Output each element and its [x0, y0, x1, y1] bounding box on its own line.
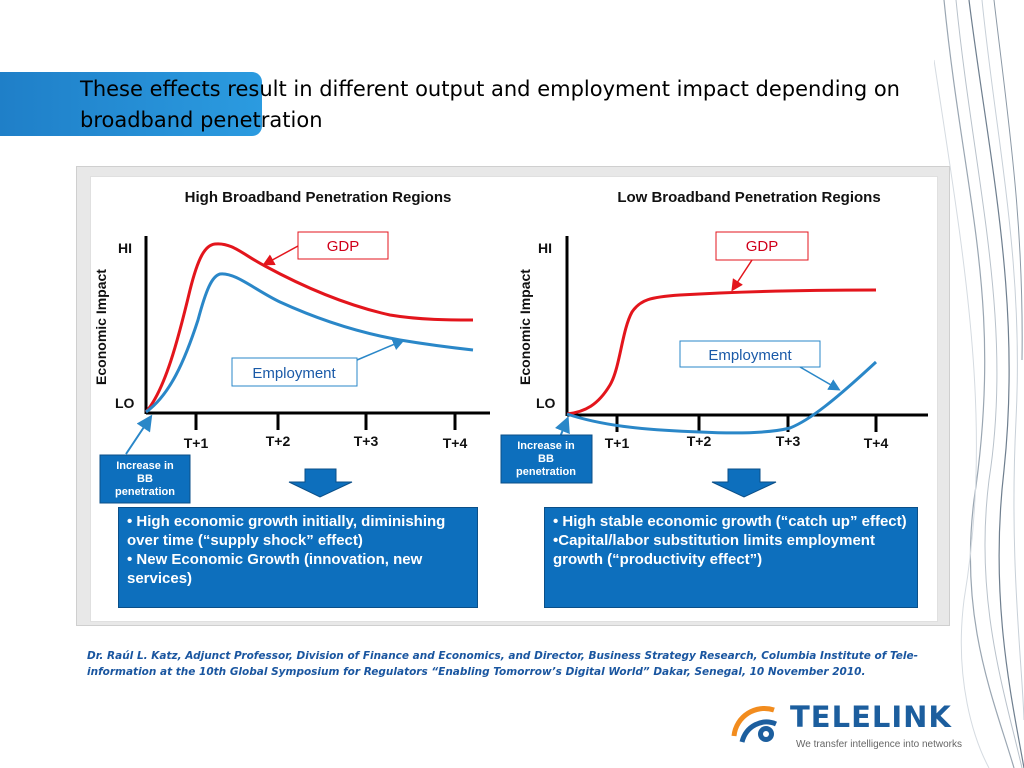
left-employment-pointer [356, 338, 405, 361]
left-gdp-label-box [297, 231, 389, 260]
telelink-logo: TELELINK We transfer intelligence into n… [726, 694, 966, 758]
right-tick-label-3: T+3 [776, 433, 801, 449]
right-summary-bullet-2: •Capital/labor substitution limits emplo… [553, 532, 875, 568]
right-increase-line-2: BB [538, 453, 554, 465]
left-tick-label-1: T+1 [184, 435, 209, 451]
left-down-arrow-icon [288, 468, 353, 498]
right-employment-label: Employment [708, 347, 792, 364]
right-gdp-label-box [715, 231, 809, 261]
left-summary-box: • High economic growth initially, dimini… [118, 507, 478, 608]
left-tick-label-3: T+3 [354, 433, 379, 449]
right-employment-label-box [679, 340, 821, 368]
right-gdp-label: GDP [746, 238, 779, 255]
left-gdp-pointer [262, 245, 299, 266]
right-lo-label: LO [536, 395, 556, 411]
right-gdp-pointer [731, 259, 753, 292]
right-heading: Low Broadband Penetration Regions [617, 189, 880, 206]
left-increase-pointer [125, 414, 153, 455]
right-tick-label-4: T+4 [864, 435, 889, 451]
left-summary-bullet-2: • New Economic Growth (innovation, new s… [127, 551, 423, 587]
right-employment-pointer [799, 366, 841, 391]
right-summary-box: • High stable economic growth (“catch up… [544, 507, 918, 608]
left-employment-label: Employment [252, 365, 336, 382]
left-employment-curve [145, 272, 474, 414]
left-gdp-curve [144, 242, 474, 413]
right-y-axis-label: Economic Impact [517, 269, 533, 385]
right-employment-curve [566, 360, 878, 435]
left-summary-bullet-1: • High economic growth initially, dimini… [127, 513, 446, 549]
left-increase-line-1: Increase in [116, 460, 174, 472]
logo-tagline: We transfer intelligence into networks [796, 739, 963, 750]
right-increase-line-1: Increase in [517, 440, 575, 452]
logo-name: TELELINK [790, 700, 952, 734]
right-tick-label-2: T+2 [687, 433, 712, 449]
left-hi-label: HI [118, 240, 132, 256]
left-increase-line-3: penetration [115, 486, 175, 498]
right-increase-pointer [555, 416, 570, 438]
right-gdp-curve [566, 288, 877, 416]
right-increase-line-3: penetration [516, 466, 576, 478]
left-employment-label-box [231, 357, 358, 387]
left-increase-box [99, 454, 191, 504]
title-accent-bar [0, 72, 262, 136]
right-down-arrow-icon [711, 468, 777, 498]
right-hi-label: HI [538, 240, 552, 256]
left-heading: High Broadband Penetration Regions [185, 189, 452, 206]
left-lo-label: LO [115, 395, 135, 411]
left-increase-line-2: BB [137, 473, 153, 485]
left-tick-label-2: T+2 [266, 433, 291, 449]
slide-title: These effects result in different output… [80, 77, 900, 132]
source-citation: Dr. Raúl L. Katz, Adjunct Professor, Div… [87, 650, 918, 678]
right-increase-box [500, 434, 593, 484]
left-tick-label-4: T+4 [443, 435, 468, 451]
right-tick-label-1: T+1 [605, 435, 630, 451]
telelink-logo-icon [731, 706, 777, 743]
right-summary-bullet-1: • High stable economic growth (“catch up… [553, 513, 907, 530]
decorative-swirl [934, 0, 1024, 768]
left-y-axis-label: Economic Impact [93, 269, 109, 385]
left-gdp-label: GDP [327, 238, 360, 255]
